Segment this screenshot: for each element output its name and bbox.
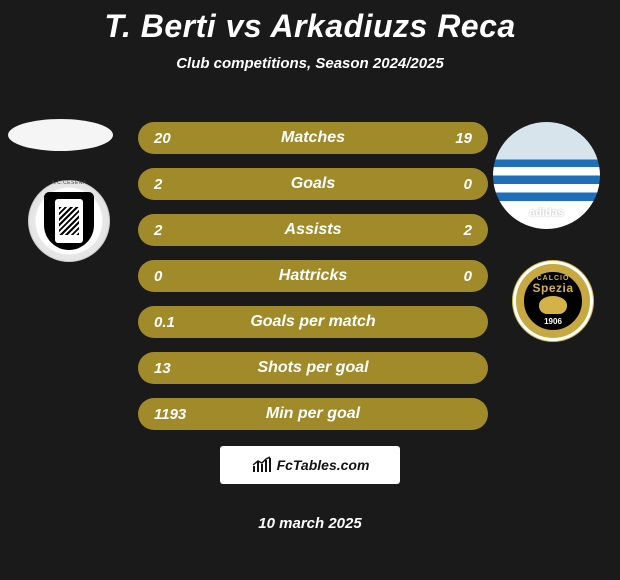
subtitle: Club competitions, Season 2024/2025 [0,55,620,72]
stat-row-goals-per-match: 0.1 Goals per match [138,306,488,338]
stats-container: 20 Matches 19 2 Goals 0 2 Assists 2 0 Ha… [138,122,488,444]
stat-left-value: 0.1 [154,314,194,331]
stat-label: Hattricks [279,267,347,285]
spezia-eagle-icon [539,296,567,314]
stat-label: Min per goal [266,405,360,423]
stat-row-hattricks: 0 Hattricks 0 [138,260,488,292]
spezia-year: 1906 [541,316,565,327]
stat-row-assists: 2 Assists 2 [138,214,488,246]
spezia-crest-icon: CALCIO Spezia 1906 [516,264,590,338]
stat-left-value: 2 [154,176,194,193]
stat-right-value: 19 [432,130,472,147]
club-crest-right: CALCIO Spezia 1906 [512,260,594,342]
stat-row-goals: 2 Goals 0 [138,168,488,200]
player-photo-left [8,119,113,151]
club-crest-left [28,180,110,262]
stat-label: Matches [281,129,345,147]
stat-label: Assists [285,221,342,239]
fctables-label: FcTables.com [277,457,370,473]
stat-label: Goals [291,175,335,193]
player-photo-right [493,122,600,229]
stat-left-value: 13 [154,360,194,377]
stat-row-min-per-goal: 1193 Min per goal [138,398,488,430]
stat-left-value: 1193 [154,406,194,423]
stat-right-value: 0 [432,268,472,285]
jersey-graphic-right [493,122,600,229]
stat-left-value: 0 [154,268,194,285]
fctables-chart-icon [251,456,273,474]
fctables-attribution[interactable]: FcTables.com [220,446,400,484]
stat-right-value: 2 [432,222,472,239]
stat-row-shots-per-goal: 13 Shots per goal [138,352,488,384]
stat-left-value: 2 [154,222,194,239]
stat-row-matches: 20 Matches 19 [138,122,488,154]
cesena-crest-icon [44,192,94,250]
stat-label: Shots per goal [257,359,368,377]
date-label: 10 march 2025 [258,515,361,532]
stat-label: Goals per match [250,313,375,331]
stat-right-value: 0 [432,176,472,193]
stat-left-value: 20 [154,130,194,147]
page-title: T. Berti vs Arkadiuzs Reca [0,0,620,45]
spezia-club-name: Spezia [532,281,573,295]
